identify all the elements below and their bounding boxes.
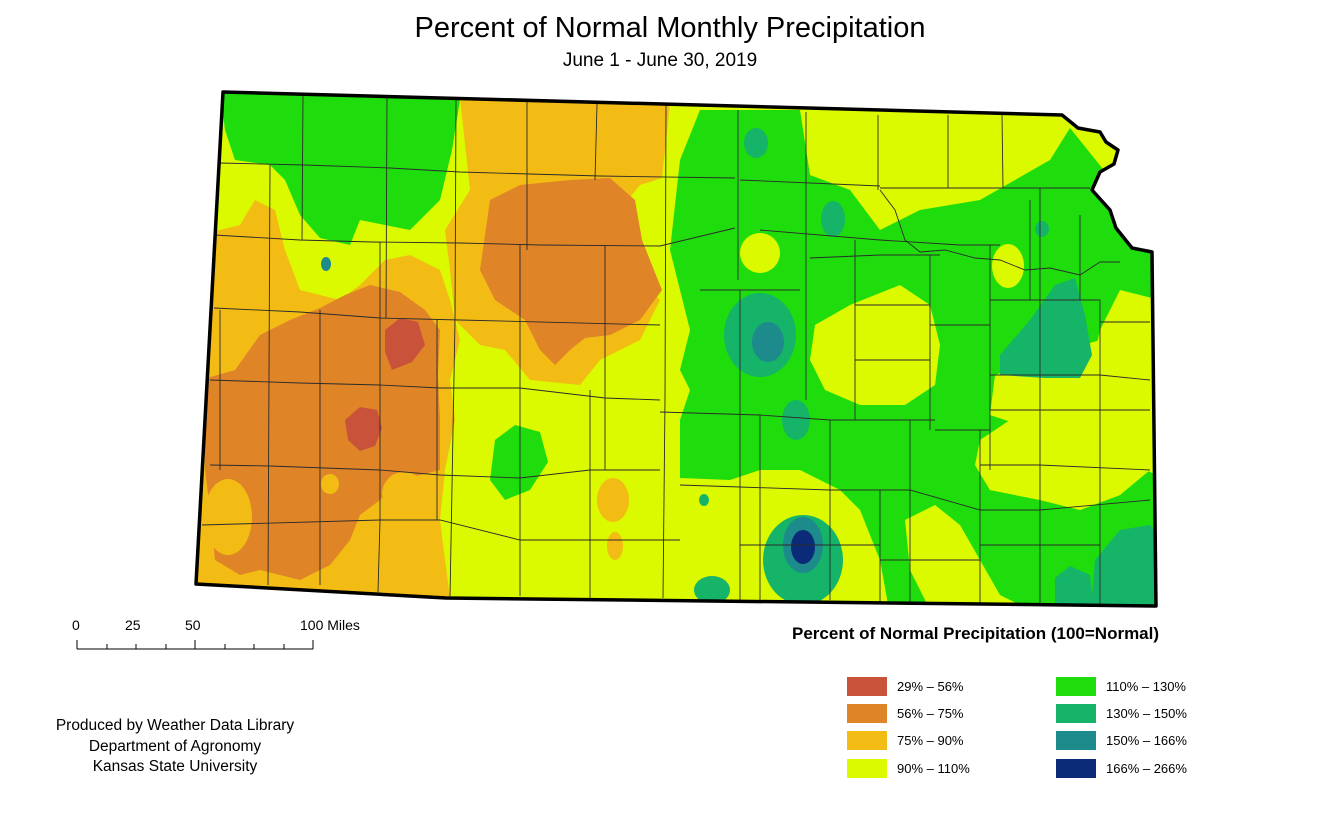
scale-label-0: 0 <box>72 617 80 633</box>
zone-75-90-island-3 <box>321 474 339 494</box>
legend-swatch <box>847 759 887 778</box>
credits: Produced by Weather Data Library Departm… <box>30 716 320 778</box>
zone-75-90-island-2 <box>382 472 426 516</box>
legend-swatch <box>847 704 887 723</box>
zone-130-150-southeast-2 <box>1055 566 1095 606</box>
scale-bar-ticks <box>76 640 314 649</box>
zone-110-130-central-west <box>490 425 548 500</box>
zone-90-110-island-2 <box>992 244 1024 288</box>
zone-130-150-east <box>1000 278 1092 378</box>
legend-label: 56% – 75% <box>897 706 964 721</box>
zone-90-110-island-1 <box>740 233 780 273</box>
zone-130-150-spot-3 <box>1035 221 1049 237</box>
zone-29-56-north <box>385 318 425 370</box>
legend-label: 166% – 266% <box>1106 761 1187 776</box>
zone-90-110-island-5 <box>975 400 1150 510</box>
zone-90-110-island-3 <box>810 285 940 405</box>
legend-label: 150% – 166% <box>1106 733 1187 748</box>
scale-label-25: 25 <box>125 617 141 633</box>
zone-75-90-spot-2 <box>607 532 623 560</box>
county-boundaries-cols <box>219 94 1101 606</box>
legend-label: 29% – 56% <box>897 679 964 694</box>
zone-130-150-spot-2 <box>821 201 845 237</box>
zone-90-110-island-6 <box>905 505 1030 606</box>
map-title: Percent of Normal Monthly Precipitation <box>414 12 926 44</box>
zone-150-166-central <box>752 322 784 362</box>
zone-75-90-spot-1 <box>597 478 629 522</box>
scale-label-50: 50 <box>185 617 201 633</box>
credit-line: Department of Agronomy <box>88 737 262 755</box>
credit-line: Kansas State University <box>92 758 258 775</box>
legend-swatch <box>1056 677 1096 696</box>
legend-swatch <box>1056 704 1096 723</box>
legend-swatch <box>1056 759 1096 778</box>
zone-110-130-northwest <box>220 92 460 245</box>
legend-label: 130% – 150% <box>1106 706 1187 721</box>
legend-swatch <box>847 731 887 750</box>
county-boundaries <box>201 94 1151 606</box>
zone-130-150-southeast <box>1090 525 1156 606</box>
zone-130-150-spot-4 <box>694 576 730 604</box>
legend-label: 75% – 90% <box>897 733 964 748</box>
scale-bar <box>76 640 314 650</box>
legend-swatch <box>1056 731 1096 750</box>
zone-166-266-south <box>791 530 815 564</box>
credit-line: Produced by Weather Data Library <box>55 717 295 734</box>
precipitation-zones <box>196 92 1156 606</box>
zone-75-90-island-1 <box>204 479 252 555</box>
legend-label: 110% – 130% <box>1106 679 1186 694</box>
kansas-river <box>879 189 1120 276</box>
zone-90-110-island-4 <box>990 340 1125 425</box>
legend-label: 90% – 110% <box>897 761 970 776</box>
map-subtitle: June 1 - June 30, 2019 <box>562 50 758 71</box>
zone-150-166-spot <box>321 257 331 271</box>
scale-label-100: 100 Miles <box>300 617 360 633</box>
zone-130-150-spot-1 <box>744 128 768 158</box>
legend-title: Percent of Normal Precipitation (100=Nor… <box>792 624 1160 643</box>
zone-130-150-spot-5 <box>699 494 709 506</box>
zone-130-150-south-central <box>782 400 810 440</box>
zone-29-56-south <box>345 407 382 451</box>
zone-56-75-north-central <box>480 178 662 365</box>
legend-swatch <box>847 677 887 696</box>
